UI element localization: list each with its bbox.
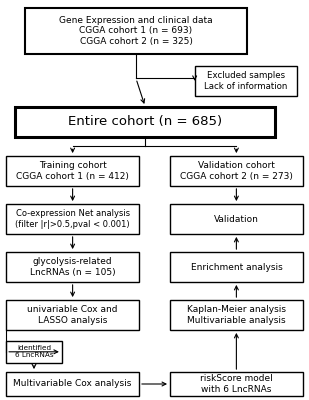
FancyBboxPatch shape [25,8,247,54]
Text: Validation cohort
CGGA cohort 2 (n = 273): Validation cohort CGGA cohort 2 (n = 273… [180,161,293,181]
Text: Kaplan-Meier analysis
Multivariable analysis: Kaplan-Meier analysis Multivariable anal… [187,305,286,325]
Text: Training cohort
CGGA cohort 1 (n = 412): Training cohort CGGA cohort 1 (n = 412) [16,161,129,181]
Text: Co-expression Net analysis
(filter |r|>0.5,pval < 0.001): Co-expression Net analysis (filter |r|>0… [15,209,130,229]
Text: Enrichment analysis: Enrichment analysis [191,262,282,272]
Text: identified
6 LncRNAs: identified 6 LncRNAs [15,345,53,358]
Text: Entire cohort (n = 685): Entire cohort (n = 685) [68,115,222,128]
Text: riskScore model
with 6 LncRNAs: riskScore model with 6 LncRNAs [200,374,273,394]
Text: Multivariable Cox analysis: Multivariable Cox analysis [13,380,132,388]
FancyBboxPatch shape [170,204,303,234]
FancyBboxPatch shape [195,66,297,96]
FancyBboxPatch shape [6,300,139,330]
Text: Validation: Validation [214,214,259,224]
Text: glycolysis-related
LncRNAs (n = 105): glycolysis-related LncRNAs (n = 105) [30,257,116,277]
FancyBboxPatch shape [6,252,139,282]
Text: Excluded samples
Lack of information: Excluded samples Lack of information [204,71,287,91]
FancyBboxPatch shape [170,372,303,396]
FancyBboxPatch shape [6,341,62,363]
FancyBboxPatch shape [6,372,139,396]
FancyBboxPatch shape [6,156,139,186]
Text: univariable Cox and
LASSO analysis: univariable Cox and LASSO analysis [28,305,118,325]
FancyBboxPatch shape [170,300,303,330]
FancyBboxPatch shape [170,252,303,282]
FancyBboxPatch shape [6,204,139,234]
FancyBboxPatch shape [15,107,275,137]
FancyBboxPatch shape [170,156,303,186]
Text: Gene Expression and clinical data
CGGA cohort 1 (n = 693)
CGGA cohort 2 (n = 325: Gene Expression and clinical data CGGA c… [59,16,213,46]
